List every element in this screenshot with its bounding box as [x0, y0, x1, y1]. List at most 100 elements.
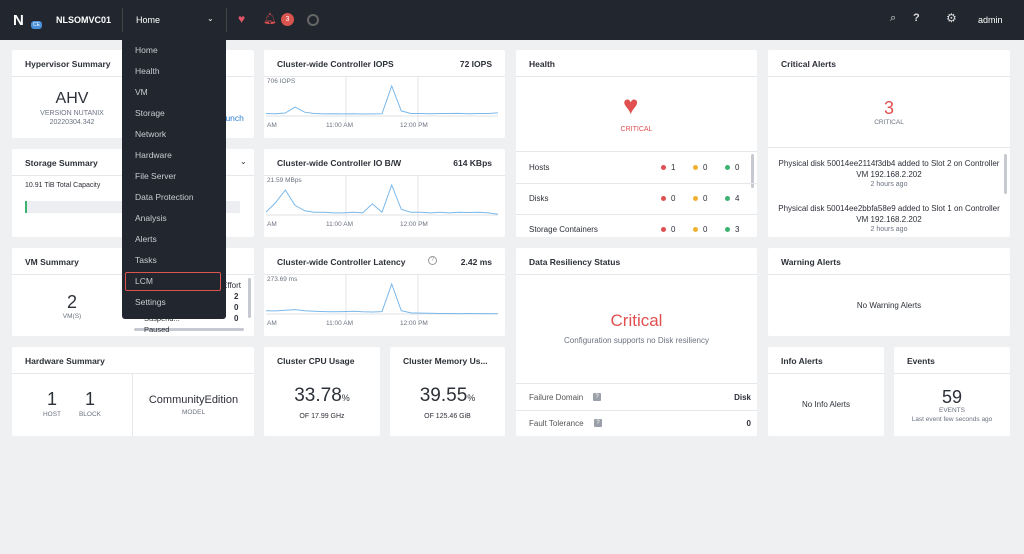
- model: CommunityEdition: [148, 394, 239, 406]
- sparkline: [265, 274, 499, 320]
- menu-item[interactable]: LCM: [135, 276, 153, 286]
- vm-state-count: 0: [234, 303, 239, 312]
- alert-time: 2 hours ago: [870, 226, 908, 233]
- menu-item[interactable]: Home: [135, 45, 158, 55]
- health-status: CRITICAL: [620, 126, 653, 133]
- divider: [264, 274, 505, 275]
- vm-count: 2: [66, 292, 77, 312]
- events-card: Events 59 EVENTS Last event few seconds …: [894, 347, 1010, 436]
- capacity: 10.91 TiB: [25, 182, 55, 189]
- divider: [768, 76, 1010, 77]
- sparkline: [265, 76, 499, 122]
- info-alerts-card: Info Alerts No Info Alerts: [768, 347, 884, 436]
- vm-state-count: 2: [234, 292, 239, 301]
- card-title: Storage Summary: [25, 158, 98, 168]
- menu-item[interactable]: File Server: [135, 171, 177, 181]
- card-title: Health: [529, 59, 555, 69]
- menu-item[interactable]: VM: [135, 87, 148, 97]
- warning-message: No Warning Alerts: [856, 301, 922, 310]
- menu-item[interactable]: Tasks: [135, 255, 157, 265]
- card-title: Cluster CPU Usage: [277, 356, 355, 366]
- divider: [516, 214, 757, 215]
- help-icon: ?: [594, 419, 602, 427]
- card-title: Hypervisor Summary: [25, 59, 111, 69]
- status-dot: [661, 227, 666, 232]
- peak-label: 273.69 ms: [267, 276, 298, 283]
- menu-item[interactable]: Network: [135, 129, 167, 139]
- menu-item[interactable]: Analysis: [135, 213, 167, 223]
- model-label: MODEL: [181, 409, 206, 416]
- cpu-capacity: OF 17.99 GHz: [299, 413, 345, 420]
- selection-outline: [125, 272, 221, 291]
- memory-card: Cluster Memory Us... 39.55% OF 125.46 Gi…: [390, 347, 505, 436]
- cpu-unit: %: [341, 393, 350, 403]
- status-dot: [693, 227, 698, 232]
- version: 20220304.342: [49, 119, 95, 126]
- alert-time: 2 hours ago: [870, 181, 908, 188]
- divider: [768, 274, 1010, 275]
- status-count: 0: [703, 163, 708, 172]
- help-icon[interactable]: ?: [913, 12, 920, 24]
- divider: [516, 274, 757, 275]
- launch-link[interactable]: Launch: [216, 113, 244, 123]
- navigation-menu: Home Health VM Storage Network Hardware File S…: [122, 40, 226, 319]
- divider: [516, 183, 757, 184]
- critical-label: CRITICAL: [874, 119, 904, 126]
- memory-value: 39.55: [419, 385, 468, 406]
- settings-icon[interactable]: ⚙: [946, 11, 957, 25]
- divider: [516, 151, 757, 152]
- info-message: No Info Alerts: [801, 400, 851, 409]
- menu-item[interactable]: Health: [135, 66, 160, 76]
- vm-state-count: 0: [234, 314, 239, 323]
- critical-alerts-card: Critical Alerts 3 CRITICAL Physical disk…: [768, 50, 1010, 237]
- status-count: 0: [671, 225, 676, 234]
- vm-count-label: VM(S): [62, 313, 82, 320]
- card-title: Critical Alerts: [781, 59, 836, 69]
- logo[interactable]: N: [13, 12, 24, 29]
- host-label: HOST: [42, 411, 62, 418]
- scrollbar: [134, 328, 244, 331]
- user-menu[interactable]: admin: [978, 15, 1003, 25]
- divider: [122, 8, 123, 32]
- health-icon[interactable]: ♥: [238, 12, 246, 26]
- hardware-card: Hardware Summary 1 HOST 1 BLOCK Communit…: [12, 347, 254, 436]
- menu-item[interactable]: Hardware: [135, 150, 172, 160]
- iops-card: Cluster-wide Controller IOPS 72 IOPS 706 I…: [264, 50, 505, 138]
- card-title: Hardware Summary: [25, 356, 105, 366]
- menu-item[interactable]: Alerts: [135, 234, 157, 244]
- block-label: BLOCK: [78, 411, 102, 418]
- resiliency-message: Configuration supports no Disk resilienc…: [564, 336, 709, 345]
- hypervisor-name: AHV: [55, 90, 89, 107]
- card-title: Events: [907, 356, 935, 366]
- resiliency-label: Fault Tolerance: [529, 419, 584, 428]
- cpu-card: Cluster CPU Usage 33.78% OF 17.99 GHz: [264, 347, 380, 436]
- status-dot: [661, 165, 666, 170]
- x-label: 11:00 AM: [326, 320, 353, 327]
- x-label: 11:00 AM: [326, 221, 353, 228]
- info-icon[interactable]: ?: [428, 256, 437, 265]
- status-dot: [661, 196, 666, 201]
- card-title: Info Alerts: [781, 356, 823, 366]
- view-selector[interactable]: Home: [136, 15, 161, 25]
- version-label: VERSION NUTANIX: [40, 110, 104, 117]
- resiliency-value: Disk: [734, 393, 751, 402]
- x-label: AM: [267, 221, 277, 228]
- status-count: 0: [703, 225, 708, 234]
- status-count: 1: [671, 163, 676, 172]
- x-label: 12:00 PM: [400, 221, 428, 228]
- status-count: 3: [735, 225, 740, 234]
- menu-item[interactable]: Data Protection: [135, 192, 194, 202]
- search-icon[interactable]: ⌕: [890, 12, 897, 24]
- peak-label: 706 IOPS: [267, 78, 296, 85]
- current-value: 614 KBps: [453, 158, 492, 168]
- menu-item[interactable]: Settings: [135, 297, 166, 307]
- tasks-icon[interactable]: [307, 14, 319, 26]
- card-title: Cluster Memory Us...: [403, 356, 488, 366]
- cluster-name: NLSOMVC01: [56, 15, 112, 25]
- x-label: 12:00 PM: [400, 122, 428, 129]
- alerts-icon[interactable]: 🔔︎: [263, 13, 277, 25]
- status-count: 0: [671, 194, 676, 203]
- divider: [264, 76, 505, 77]
- menu-item[interactable]: Storage: [135, 108, 165, 118]
